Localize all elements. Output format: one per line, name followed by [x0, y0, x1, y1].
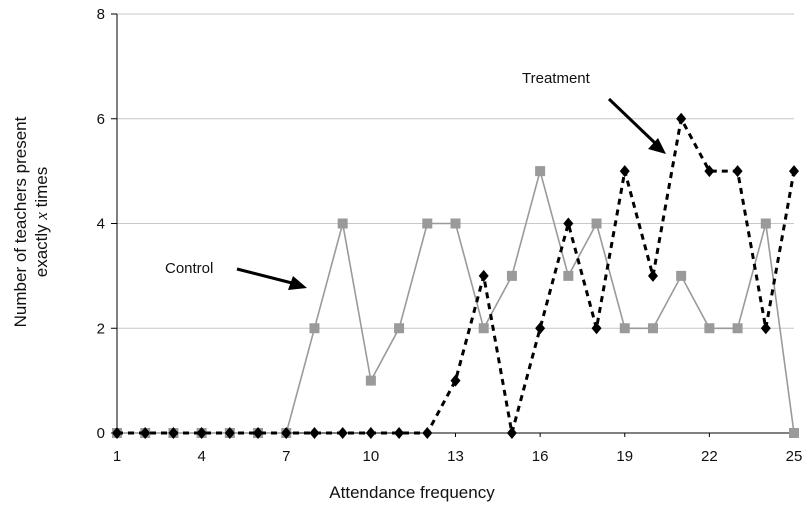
point-control-12: [422, 218, 433, 229]
x-tick-label-10: 10: [363, 448, 380, 465]
x-tick-label-7: 7: [282, 448, 290, 465]
point-control-17: [563, 270, 574, 281]
point-control-9: [337, 218, 348, 229]
y-tick-label-0: 0: [97, 425, 105, 442]
point-treatment-12: [422, 427, 433, 439]
x-tick-label-13: 13: [447, 448, 464, 465]
point-treatment-16: [535, 322, 546, 335]
point-treatment-14: [478, 269, 489, 282]
point-treatment-1: [112, 427, 122, 439]
x-tick-label-16: 16: [532, 448, 549, 465]
treatment-annotation-arrowhead: [648, 138, 666, 154]
point-treatment-23: [732, 165, 743, 178]
control-annotation: Control: [165, 260, 307, 290]
point-control-21: [676, 270, 687, 281]
point-control-24: [760, 218, 771, 229]
point-treatment-6: [253, 427, 264, 439]
y-tick-label-6: 6: [97, 111, 105, 128]
series-treatment: [112, 112, 799, 439]
control-annotation-arrow-line: [236, 267, 293, 285]
point-treatment-10: [365, 427, 376, 439]
treatment-annotation-label: Treatment: [522, 70, 591, 87]
point-treatment-20: [647, 269, 658, 282]
series-control: [112, 166, 799, 438]
point-treatment-17: [563, 217, 574, 230]
y-tick-label-8: 8: [97, 6, 105, 23]
x-tick-label-4: 4: [197, 448, 205, 465]
x-tick-label-25: 25: [786, 448, 803, 465]
point-control-22: [704, 323, 715, 334]
point-treatment-8: [309, 427, 320, 439]
treatment-annotation-arrow-line: [607, 97, 657, 145]
point-treatment-25: [789, 165, 799, 178]
series-layer: [112, 112, 799, 439]
point-control-18: [591, 218, 602, 229]
point-control-15: [506, 270, 517, 281]
y-axis-title-line2: exactly x times: [32, 167, 51, 278]
point-control-13: [450, 218, 461, 229]
point-control-23: [732, 323, 743, 334]
point-control-19: [619, 323, 630, 334]
point-control-11: [394, 323, 405, 334]
series-line-control: [117, 168, 795, 434]
point-treatment-18: [591, 322, 602, 335]
y-axis-title-line1: Number of teachers present: [11, 116, 30, 327]
point-treatment-3: [168, 427, 179, 439]
gridlines: [117, 13, 794, 329]
y-axis-title-prefix: exactly: [32, 220, 51, 278]
point-control-20: [647, 323, 658, 334]
point-treatment-19: [619, 165, 630, 178]
point-treatment-2: [140, 427, 151, 439]
point-treatment-15: [506, 427, 517, 439]
point-control-14: [478, 323, 489, 334]
point-treatment-21: [676, 112, 687, 125]
x-tick-label-1: 1: [113, 448, 121, 465]
point-treatment-13: [450, 374, 461, 387]
point-treatment-11: [394, 427, 405, 439]
x-tick-label-19: 19: [616, 448, 633, 465]
y-tick-label-4: 4: [97, 216, 105, 233]
y-tick-label-2: 2: [97, 320, 105, 337]
tick-labels: 0 2 4 6 8 1 4 7 10 13 16 19 22 25: [97, 6, 803, 465]
control-annotation-label: Control: [165, 260, 213, 277]
control-annotation-arrowhead: [288, 276, 307, 290]
treatment-annotation: Treatment: [522, 70, 666, 154]
x-axis-title: Attendance frequency: [329, 483, 495, 502]
point-treatment-4: [196, 427, 207, 439]
point-control-8: [309, 323, 320, 334]
point-treatment-7: [281, 427, 292, 439]
x-tick-label-22: 22: [701, 448, 718, 465]
y-axis-title-suffix: times: [32, 167, 51, 212]
y-axis-title-variable: x: [32, 212, 51, 221]
point-control-16: [535, 166, 546, 177]
point-treatment-5: [224, 427, 235, 439]
point-control-10: [365, 375, 376, 386]
point-treatment-24: [760, 322, 771, 335]
point-control-25: [789, 428, 799, 438]
point-treatment-9: [337, 427, 348, 439]
point-treatment-22: [704, 165, 715, 178]
